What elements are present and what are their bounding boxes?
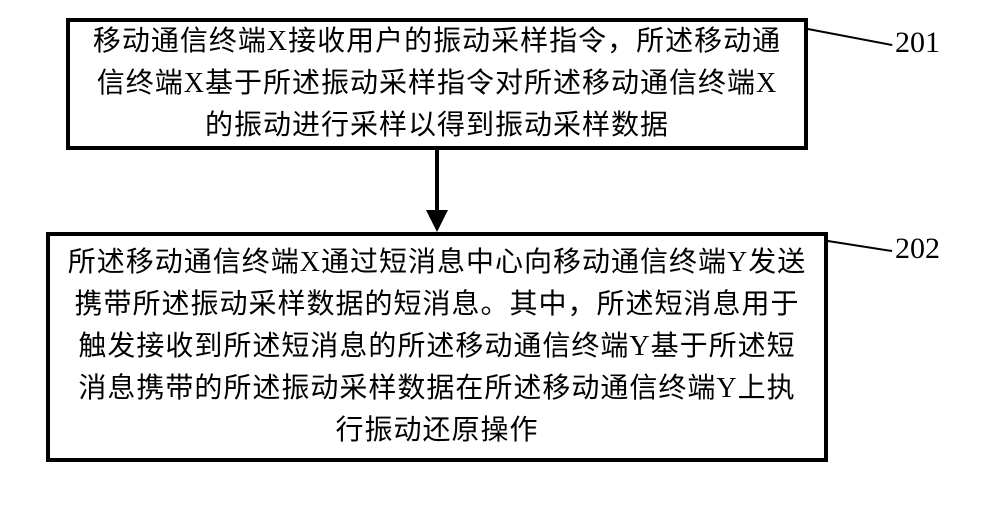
step-202-leader [828,240,892,252]
step-201-text: 移动通信终端X接收用户的振动采样指令，所述移动通信终端X基于所述振动采样指令对所… [70,13,804,155]
step-202-box: 所述移动通信终端X通过短消息中心向移动通信终端Y发送携带所述振动采样数据的短消息… [46,232,828,462]
arrow-201-to-202 [435,150,439,210]
step-201-label: 201 [895,26,940,60]
step-201-box: 移动通信终端X接收用户的振动采样指令，所述移动通信终端X基于所述振动采样指令对所… [66,18,808,150]
step-202-text: 所述移动通信终端X通过短消息中心向移动通信终端Y发送携带所述振动采样数据的短消息… [50,234,824,460]
arrow-head-icon [426,210,448,232]
step-202-label: 202 [895,232,940,266]
step-201-leader [808,28,892,46]
flowchart-canvas: 移动通信终端X接收用户的振动采样指令，所述移动通信终端X基于所述振动采样指令对所… [0,0,1000,512]
